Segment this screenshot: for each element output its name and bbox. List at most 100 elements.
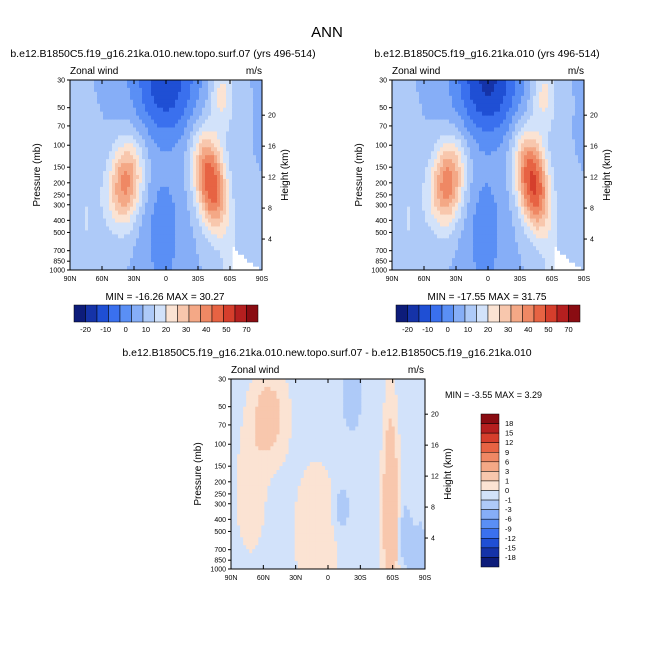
colorbar-label: -9 [505,524,512,533]
colorbar-swatch [430,304,443,323]
panel-difference-stats: MIN = -3.55 MAX = 3.29 [445,390,542,400]
y2-tick-label: 8 [268,206,272,213]
colorbar-label: 0 [124,325,128,334]
colorbar-swatch [480,538,500,549]
colorbar-swatch [476,304,489,323]
x-tick-label: 90S [578,276,591,283]
y-tick-label: 300 [375,202,387,209]
x-tick-label: 60S [386,575,399,582]
y-tick-label: 200 [53,180,65,187]
plot-control: 90N 60N 30N 0 30S 60S 90S 30 50 70 100 150 200 250 300… [354,78,613,284]
x-tick-label: 30S [192,276,205,283]
plot-case: 90N 60N 30N 0 30S 60S 90S 30 50 70 100 150 200 250 300… [32,78,291,284]
y2-tick-label: 12 [590,175,598,182]
y-tick-label: 500 [375,230,387,237]
colorbar-case: -20 -10 0 10 20 30 40 50 70 [73,304,259,334]
x-tick-label: 0 [486,276,490,283]
colorbar-swatch [223,304,236,323]
colorbar-label: -10 [422,325,433,334]
colorbar-swatch [395,304,408,323]
x-tick-label: 60N [257,575,270,582]
colorbar-label: 12 [505,438,513,447]
y2-tick-label: 8 [590,206,594,213]
x-tick-label: 0 [164,276,168,283]
x-tick-label: 90N [386,276,399,283]
y-tick-label: 150 [214,464,226,471]
panel-case-title: b.e12.B1850C5.f19_g16.21ka.010.new.topo.… [10,48,315,60]
y-tick-label: 100 [214,442,226,449]
y-tick-label: 500 [214,529,226,536]
colorbar-swatch [480,509,500,520]
colorbar-label: 9 [505,448,509,457]
colorbar-swatch [73,304,86,323]
colorbar-swatch [487,304,500,323]
colorbar-swatch [234,304,247,323]
y2-axis-label: Height (km) [443,448,454,500]
panel-case: b.e12.B1850C5.f19_g16.21ka.010.new.topo.… [10,48,315,303]
y-tick-label: 100 [53,143,65,150]
colorbar-label: -1 [505,496,512,505]
colorbar-swatch [480,557,500,568]
colorbar-swatch [85,304,98,323]
panel-case-units: m/s [246,66,262,77]
colorbar-swatch [480,461,500,472]
y-tick-label: 30 [57,78,65,85]
x-tick-label: 60S [546,276,559,283]
y2-tick-label: 20 [268,113,276,120]
colorbar-swatch [108,304,121,323]
colorbar-swatch [480,499,500,510]
y2-axis-label: Height (km) [280,149,291,201]
colorbar-label: -12 [505,534,516,543]
x-tick-label: 30N [128,276,141,283]
y-tick-label: 850 [53,259,65,266]
y-tick-label: 50 [379,105,387,112]
y-tick-label: 1000 [371,268,387,275]
colorbar-swatch [568,304,581,323]
colorbar-label: 0 [446,325,450,334]
colorbar-label: 70 [564,325,572,334]
y2-tick-label: 16 [431,443,439,450]
y-tick-label: 70 [218,422,226,429]
colorbar-label: 20 [484,325,492,334]
y-tick-label: 700 [375,248,387,255]
page-title: ANN [311,24,343,41]
colorbar-swatch [545,304,558,323]
plot-difference: 90N 60N 30N 0 30S 60S 90S 30 50 70 100 150 200 250 300… [193,377,454,583]
colorbar-label: -10 [100,325,111,334]
x-tick-label: 60N [96,276,109,283]
colorbar-swatch [480,442,500,453]
y-tick-label: 150 [375,165,387,172]
y-axis-label: Pressure (mb) [354,143,365,206]
colorbar-swatch [510,304,523,323]
colorbar-swatch [480,432,500,443]
y2-tick-label: 4 [268,237,272,244]
x-tick-label: 30N [450,276,463,283]
colorbar-label: 50 [222,325,230,334]
y-tick-label: 300 [53,202,65,209]
y-tick-label: 700 [214,547,226,554]
y-axis-label: Pressure (mb) [32,143,43,206]
colorbar-label: 15 [505,429,513,438]
x-tick-label: 0 [326,575,330,582]
colorbar-swatch [154,304,167,323]
y2-tick-label: 16 [268,144,276,151]
colorbar-swatch [480,490,500,501]
colorbar-label: 30 [182,325,190,334]
colorbar-swatch [556,304,569,323]
y2-tick-label: 16 [590,144,598,151]
colorbar-swatch [407,304,420,323]
colorbar-swatch [96,304,109,323]
panel-difference-variable: Zonal wind [231,365,279,376]
y-axis-label: Pressure (mb) [193,442,204,505]
colorbar-swatch [211,304,224,323]
y2-tick-label: 12 [268,175,276,182]
x-tick-label: 90N [225,575,238,582]
y2-axis-label: Height (km) [602,149,613,201]
colorbar-label: 70 [242,325,250,334]
y2-tick-label: 4 [431,536,435,543]
colorbar-label: 40 [524,325,532,334]
y-tick-label: 250 [214,491,226,498]
y-tick-label: 100 [375,143,387,150]
panel-control-title: b.e12.B1850C5.f19_g16.21ka.010 (yrs 496-… [374,48,599,60]
colorbar-label: 20 [162,325,170,334]
